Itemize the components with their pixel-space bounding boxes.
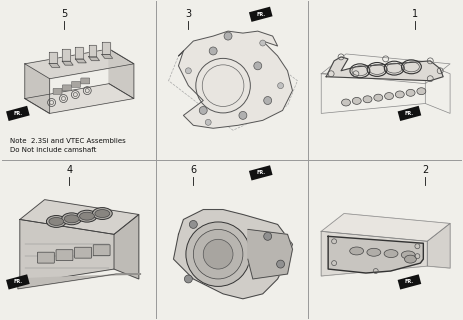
Polygon shape	[75, 47, 83, 59]
Polygon shape	[88, 57, 99, 60]
Ellipse shape	[383, 250, 397, 258]
Polygon shape	[114, 214, 138, 279]
Circle shape	[253, 62, 261, 70]
Ellipse shape	[384, 92, 393, 100]
Polygon shape	[173, 210, 292, 299]
Text: 3: 3	[185, 9, 191, 19]
Polygon shape	[75, 59, 86, 63]
Polygon shape	[25, 49, 133, 79]
Ellipse shape	[49, 218, 63, 225]
Polygon shape	[18, 274, 140, 289]
Ellipse shape	[400, 251, 414, 259]
Circle shape	[263, 232, 271, 240]
Circle shape	[276, 260, 284, 268]
Polygon shape	[62, 61, 73, 65]
Ellipse shape	[373, 94, 382, 101]
Ellipse shape	[362, 96, 371, 103]
FancyBboxPatch shape	[71, 81, 80, 87]
FancyBboxPatch shape	[248, 165, 272, 180]
FancyBboxPatch shape	[248, 7, 272, 22]
Circle shape	[224, 32, 232, 40]
Ellipse shape	[79, 212, 94, 220]
Polygon shape	[320, 213, 449, 241]
Circle shape	[259, 40, 265, 46]
Text: 6: 6	[190, 165, 196, 175]
Circle shape	[263, 97, 271, 105]
Text: FR.: FR.	[404, 111, 413, 116]
Text: FR.: FR.	[256, 170, 265, 175]
Polygon shape	[320, 231, 426, 276]
Polygon shape	[49, 52, 57, 63]
FancyBboxPatch shape	[6, 106, 30, 121]
Text: 1: 1	[412, 9, 418, 19]
Polygon shape	[109, 49, 133, 99]
Circle shape	[238, 111, 246, 119]
FancyBboxPatch shape	[56, 250, 73, 260]
Circle shape	[185, 68, 191, 74]
Text: FR.: FR.	[13, 279, 22, 284]
Polygon shape	[62, 49, 70, 61]
Text: FR.: FR.	[13, 111, 22, 116]
Ellipse shape	[203, 239, 232, 269]
Polygon shape	[25, 84, 133, 113]
Text: 5: 5	[61, 9, 68, 19]
Polygon shape	[247, 229, 292, 279]
Polygon shape	[25, 64, 50, 113]
Circle shape	[277, 83, 283, 89]
Text: 2: 2	[421, 165, 427, 175]
Ellipse shape	[349, 247, 363, 255]
Ellipse shape	[405, 89, 414, 96]
FancyBboxPatch shape	[53, 88, 62, 94]
FancyBboxPatch shape	[62, 85, 71, 91]
Polygon shape	[88, 45, 96, 57]
Polygon shape	[327, 236, 422, 273]
Ellipse shape	[186, 222, 250, 286]
Polygon shape	[178, 31, 292, 128]
Ellipse shape	[193, 229, 243, 279]
Text: FR.: FR.	[404, 279, 413, 284]
FancyBboxPatch shape	[397, 274, 420, 290]
Text: Note  2.3Si and VTEC Assemblies
Do Not include camshaft: Note 2.3Si and VTEC Assemblies Do Not in…	[10, 138, 125, 153]
Ellipse shape	[62, 213, 81, 225]
Circle shape	[205, 119, 211, 125]
Ellipse shape	[366, 248, 380, 256]
Ellipse shape	[351, 97, 361, 104]
Polygon shape	[49, 63, 60, 68]
Circle shape	[209, 47, 217, 55]
FancyBboxPatch shape	[93, 245, 110, 256]
Ellipse shape	[404, 255, 415, 263]
FancyBboxPatch shape	[38, 252, 54, 263]
Ellipse shape	[416, 88, 425, 95]
Ellipse shape	[95, 210, 110, 218]
Ellipse shape	[46, 215, 66, 228]
FancyBboxPatch shape	[75, 247, 91, 258]
FancyBboxPatch shape	[81, 78, 89, 84]
Ellipse shape	[92, 208, 112, 220]
Circle shape	[199, 107, 207, 114]
Polygon shape	[325, 57, 442, 81]
Polygon shape	[426, 223, 449, 268]
Polygon shape	[20, 220, 114, 284]
Text: FR.: FR.	[256, 12, 265, 17]
Text: 4: 4	[66, 165, 72, 175]
Circle shape	[184, 275, 192, 283]
Ellipse shape	[394, 91, 403, 98]
FancyBboxPatch shape	[6, 274, 30, 290]
Ellipse shape	[77, 210, 97, 222]
Polygon shape	[101, 54, 113, 58]
Polygon shape	[101, 43, 109, 54]
Ellipse shape	[64, 215, 79, 223]
FancyBboxPatch shape	[397, 106, 420, 121]
Polygon shape	[20, 200, 138, 234]
Circle shape	[189, 220, 197, 228]
Ellipse shape	[341, 99, 350, 106]
